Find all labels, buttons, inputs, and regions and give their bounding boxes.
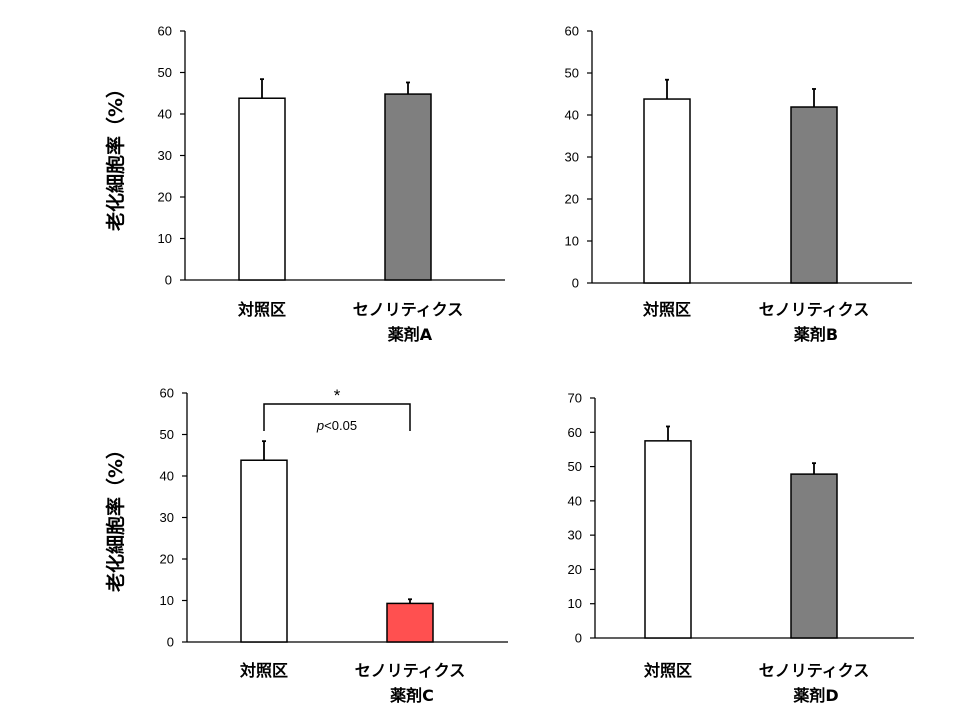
y-tick-label: 40	[158, 107, 172, 122]
category-label: セノリティクス	[759, 661, 870, 680]
y-tick-label: 60	[565, 24, 579, 39]
category-label: 対照区	[643, 661, 692, 680]
y-tick-label: 50	[565, 66, 579, 81]
bar-1	[644, 440, 692, 639]
category-label-line2: 薬剤B	[793, 325, 838, 344]
category-label: セノリティクス	[759, 300, 870, 319]
bar-1	[643, 98, 691, 284]
y-tick-label: 0	[165, 273, 172, 288]
category-label: 対照区	[237, 300, 286, 319]
y-tick-label: 70	[568, 391, 582, 406]
bar-2	[790, 106, 838, 284]
category-label-line2: 薬剤D	[792, 686, 838, 705]
y-tick-label: 50	[158, 65, 172, 80]
bar-2	[386, 602, 434, 643]
y-tick-label: 40	[160, 469, 174, 484]
significance-star: *	[334, 386, 341, 405]
y-tick-label: 30	[565, 150, 579, 165]
bar-2	[384, 93, 432, 281]
y-tick-label: 0	[575, 631, 582, 646]
y-tick-label: 10	[568, 596, 582, 611]
significance-bracket	[263, 403, 411, 431]
category-label: 対照区	[239, 661, 288, 680]
p-value-label: p<0.05	[316, 418, 357, 433]
y-tick-label: 60	[158, 24, 172, 39]
y-tick-label: 10	[565, 234, 579, 249]
y-tick-label: 20	[568, 562, 582, 577]
y-tick-label: 40	[565, 108, 579, 123]
y-tick-label: 50	[160, 427, 174, 442]
y-tick-label: 60	[160, 386, 174, 401]
y-tick-label: 0	[572, 276, 579, 291]
y-tick-label: 10	[160, 593, 174, 608]
y-tick-label: 60	[568, 425, 582, 440]
y-axis-label: 老化細胞率（%）	[104, 79, 127, 231]
category-label-line2: 薬剤C	[389, 686, 434, 705]
bar-1	[238, 97, 286, 281]
y-tick-label: 10	[158, 231, 172, 246]
bar-1	[240, 459, 288, 643]
y-tick-label: 30	[160, 510, 174, 525]
y-tick-label: 50	[568, 459, 582, 474]
y-tick-label: 40	[568, 493, 582, 508]
y-tick-label: 20	[158, 190, 172, 205]
y-tick-label: 30	[158, 148, 172, 163]
category-label: セノリティクス	[353, 300, 464, 319]
bar-2	[790, 473, 838, 639]
y-tick-label: 20	[565, 192, 579, 207]
y-tick-label: 30	[568, 528, 582, 543]
category-label-line2: 薬剤A	[387, 325, 433, 344]
y-tick-label: 20	[160, 552, 174, 567]
y-axis-label: 老化細胞率（%）	[104, 440, 127, 592]
y-tick-label: 0	[167, 635, 174, 650]
category-label: セノリティクス	[355, 661, 466, 680]
category-label: 対照区	[642, 300, 691, 319]
